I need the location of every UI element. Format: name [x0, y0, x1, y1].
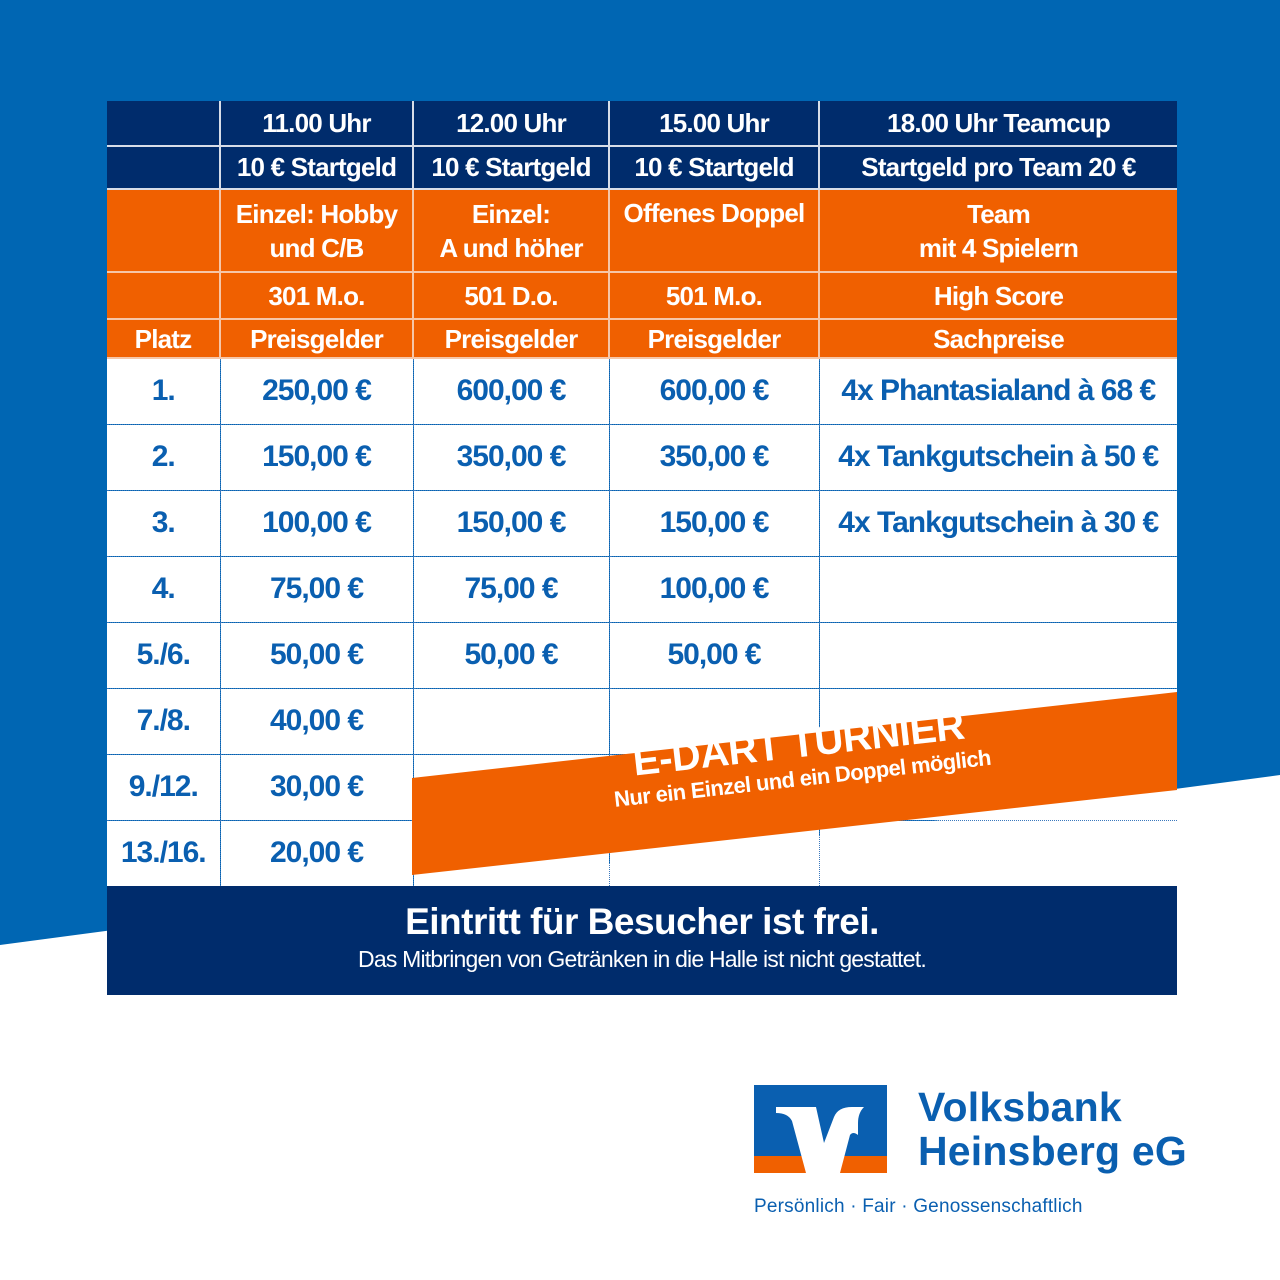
- footer-title: Eintritt für Besucher ist frei.: [405, 901, 879, 942]
- prize-cell: [609, 688, 820, 755]
- prize-cell: 75,00 €: [413, 556, 610, 623]
- prize-cell: 30,00 €: [220, 754, 414, 821]
- prize-cell: 150,00 €: [220, 424, 414, 491]
- prize-cell: 4x Tankgutschein à 50 €: [819, 424, 1177, 491]
- place-cell: 5./6.: [107, 622, 221, 689]
- header-row-labels: Platz Preisgelder Preisgelder Preisgelde…: [107, 319, 1177, 359]
- prize-cell: 150,00 €: [609, 490, 820, 557]
- header-time-15: 15.00 Uhr: [609, 101, 820, 147]
- prize-cell: 50,00 €: [413, 622, 610, 689]
- header-time-18: 18.00 Uhr Teamcup: [819, 101, 1177, 147]
- table-row: 3. 100,00 € 150,00 € 150,00 € 4x Tankgut…: [107, 490, 1177, 557]
- header-row-categories: Einzel: Hobby und C/B Einzel: A und höher …: [107, 189, 1177, 273]
- place-cell: 7./8.: [107, 688, 221, 755]
- label-cell: Sachpreise: [819, 319, 1177, 359]
- table-row: 13./16. 20,00 €: [107, 820, 1177, 886]
- prize-cell: 50,00 €: [220, 622, 414, 689]
- prize-cell: 350,00 €: [609, 424, 820, 491]
- prize-cell: 100,00 €: [609, 556, 820, 623]
- place-cell: 2.: [107, 424, 221, 491]
- fee-cell: 10 € Startgeld: [220, 146, 414, 190]
- table-row: 1. 250,00 € 600,00 € 600,00 € 4x Phantas…: [107, 358, 1177, 425]
- footer-bar: Eintritt für Besucher ist frei. Das Mitb…: [107, 886, 1177, 995]
- prize-cell: [413, 688, 610, 755]
- header-row-times: 11.00 Uhr 12.00 Uhr 15.00 Uhr 18.00 Uhr …: [107, 101, 1177, 147]
- prize-cell: 75,00 €: [220, 556, 414, 623]
- footer-subtitle: Das Mitbringen von Getränken in die Hall…: [358, 946, 927, 972]
- prize-cell: 600,00 €: [413, 358, 610, 425]
- table-row: 4. 75,00 € 75,00 € 100,00 €: [107, 556, 1177, 623]
- place-cell: 1.: [107, 358, 221, 425]
- bank-tagline: Persönlich · Fair · Genossenschaftlich: [754, 1196, 1083, 1217]
- mode-cell: [107, 272, 221, 320]
- category-cell: Team mit 4 Spielern: [819, 189, 1177, 273]
- label-cell: Preisgelder: [220, 319, 414, 359]
- header-row-modes: 301 M.o. 501 D.o. 501 M.o. High Score: [107, 272, 1177, 320]
- category-cell: [107, 189, 221, 273]
- mode-cell: 501 D.o.: [413, 272, 610, 320]
- prize-cell: [609, 820, 820, 886]
- prize-cell: [819, 754, 1177, 821]
- table-row: 7./8. 40,00 €: [107, 688, 1177, 755]
- prize-cell: 600,00 €: [609, 358, 820, 425]
- header-row-fees: 10 € Startgeld 10 € Startgeld 10 € Start…: [107, 146, 1177, 190]
- place-cell: 3.: [107, 490, 221, 557]
- table-row: 5./6. 50,00 € 50,00 € 50,00 €: [107, 622, 1177, 689]
- prize-table: 11.00 Uhr 12.00 Uhr 15.00 Uhr 18.00 Uhr …: [107, 101, 1177, 886]
- label-platz: Platz: [107, 319, 221, 359]
- table-row: 2. 150,00 € 350,00 € 350,00 € 4x Tankgut…: [107, 424, 1177, 491]
- prize-cell: [819, 820, 1177, 886]
- prize-cell: 4x Tankgutschein à 30 €: [819, 490, 1177, 557]
- table-row: 9./12. 30,00 €: [107, 754, 1177, 821]
- fee-cell: 10 € Startgeld: [413, 146, 610, 190]
- header-cell: [107, 146, 221, 190]
- mode-cell: 501 M.o.: [609, 272, 820, 320]
- mode-cell: 301 M.o.: [220, 272, 414, 320]
- header-time-11: 11.00 Uhr: [220, 101, 414, 147]
- fee-cell: 10 € Startgeld: [609, 146, 820, 190]
- prize-cell: [819, 688, 1177, 755]
- bank-name: Volksbank Heinsberg eG: [918, 1084, 1187, 1174]
- volksbank-v-logo-icon: [754, 1085, 887, 1173]
- prize-cell: [609, 754, 820, 821]
- prize-cell: 20,00 €: [220, 820, 414, 886]
- category-cell: Einzel: Hobby und C/B: [220, 189, 414, 273]
- prize-cell: 250,00 €: [220, 358, 414, 425]
- prize-cell: 50,00 €: [609, 622, 820, 689]
- mode-cell: High Score: [819, 272, 1177, 320]
- prize-cell: 150,00 €: [413, 490, 610, 557]
- category-cell: Offenes Doppel: [609, 189, 820, 273]
- category-cell: Einzel: A und höher: [413, 189, 610, 273]
- place-cell: 9./12.: [107, 754, 221, 821]
- fee-cell: Startgeld pro Team 20 €: [819, 146, 1177, 190]
- prize-cell: [819, 622, 1177, 689]
- prize-cell: 100,00 €: [220, 490, 414, 557]
- prize-cell: [413, 820, 610, 886]
- label-cell: Preisgelder: [609, 319, 820, 359]
- label-cell: Preisgelder: [413, 319, 610, 359]
- prize-cell: 4x Phantasialand à 68 €: [819, 358, 1177, 425]
- place-cell: 13./16.: [107, 820, 221, 886]
- prize-cell: 350,00 €: [413, 424, 610, 491]
- place-cell: 4.: [107, 556, 221, 623]
- header-cell: [107, 101, 221, 147]
- prize-cell: [413, 754, 610, 821]
- header-time-12: 12.00 Uhr: [413, 101, 610, 147]
- prize-cell: [819, 556, 1177, 623]
- prize-cell: 40,00 €: [220, 688, 414, 755]
